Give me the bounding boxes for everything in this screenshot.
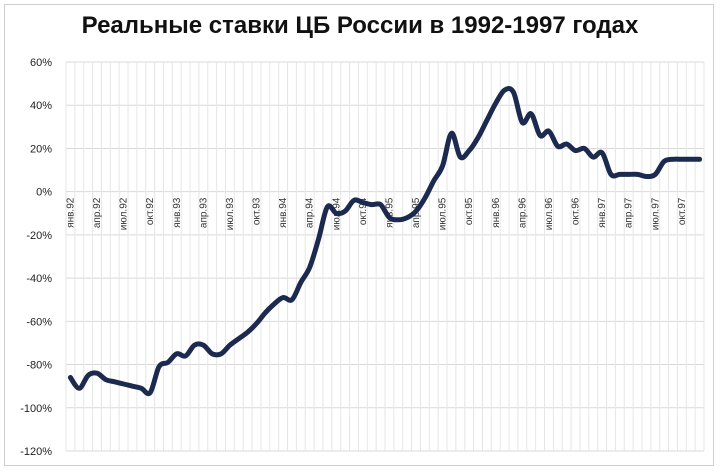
chart-title: Реальные ставки ЦБ России в 1992-1997 го… bbox=[81, 12, 639, 39]
x-tick-label: янв.96 bbox=[491, 197, 502, 228]
x-tick-label: июл.92 bbox=[119, 197, 130, 230]
x-tick-label: янв.92 bbox=[65, 197, 76, 228]
y-tick-label: -20% bbox=[26, 230, 52, 242]
chart-frame bbox=[4, 4, 714, 466]
x-tick-label: янв.95 bbox=[384, 197, 395, 228]
x-tick-label: янв.97 bbox=[597, 197, 608, 228]
y-tick-label: -120% bbox=[20, 446, 52, 458]
x-tick-label: апр.92 bbox=[92, 197, 103, 228]
x-tick-label: янв.93 bbox=[172, 197, 183, 228]
y-tick-label: -80% bbox=[26, 360, 52, 372]
y-tick-label: 40% bbox=[30, 100, 52, 112]
y-tick-label: -40% bbox=[26, 273, 52, 285]
x-tick-label: апр.93 bbox=[198, 197, 209, 228]
x-tick-label: окт.93 bbox=[252, 197, 263, 225]
x-tick-label: апр.96 bbox=[517, 197, 528, 228]
y-tick-label: 60% bbox=[30, 57, 52, 69]
x-tick-label: апр.94 bbox=[305, 197, 316, 228]
x-tick-label: окт.92 bbox=[145, 197, 156, 225]
x-tick-label: окт.95 bbox=[464, 197, 475, 225]
x-tick-label: окт.97 bbox=[677, 197, 688, 225]
y-tick-label: 0% bbox=[36, 187, 52, 199]
series-line bbox=[67, 86, 703, 397]
x-tick-label: июл.96 bbox=[544, 197, 555, 230]
x-tick-label: апр.97 bbox=[624, 197, 635, 228]
x-tick-label: июл.93 bbox=[225, 197, 236, 230]
grid-lines bbox=[65, 61, 705, 452]
x-tick-label: окт.94 bbox=[358, 197, 369, 225]
y-tick-label: -60% bbox=[26, 316, 52, 328]
x-tick-label: окт.96 bbox=[571, 197, 582, 225]
x-tick-label: июл.97 bbox=[650, 197, 661, 230]
y-tick-label: -100% bbox=[20, 403, 52, 415]
y-axis-ticks: 60% 40% 20% 0% -20% -40% -60% -80% -100% -120% bbox=[20, 57, 52, 458]
y-tick-label: 20% bbox=[30, 143, 52, 155]
x-tick-label: янв.94 bbox=[278, 197, 289, 228]
x-tick-label: июл.95 bbox=[438, 197, 449, 230]
